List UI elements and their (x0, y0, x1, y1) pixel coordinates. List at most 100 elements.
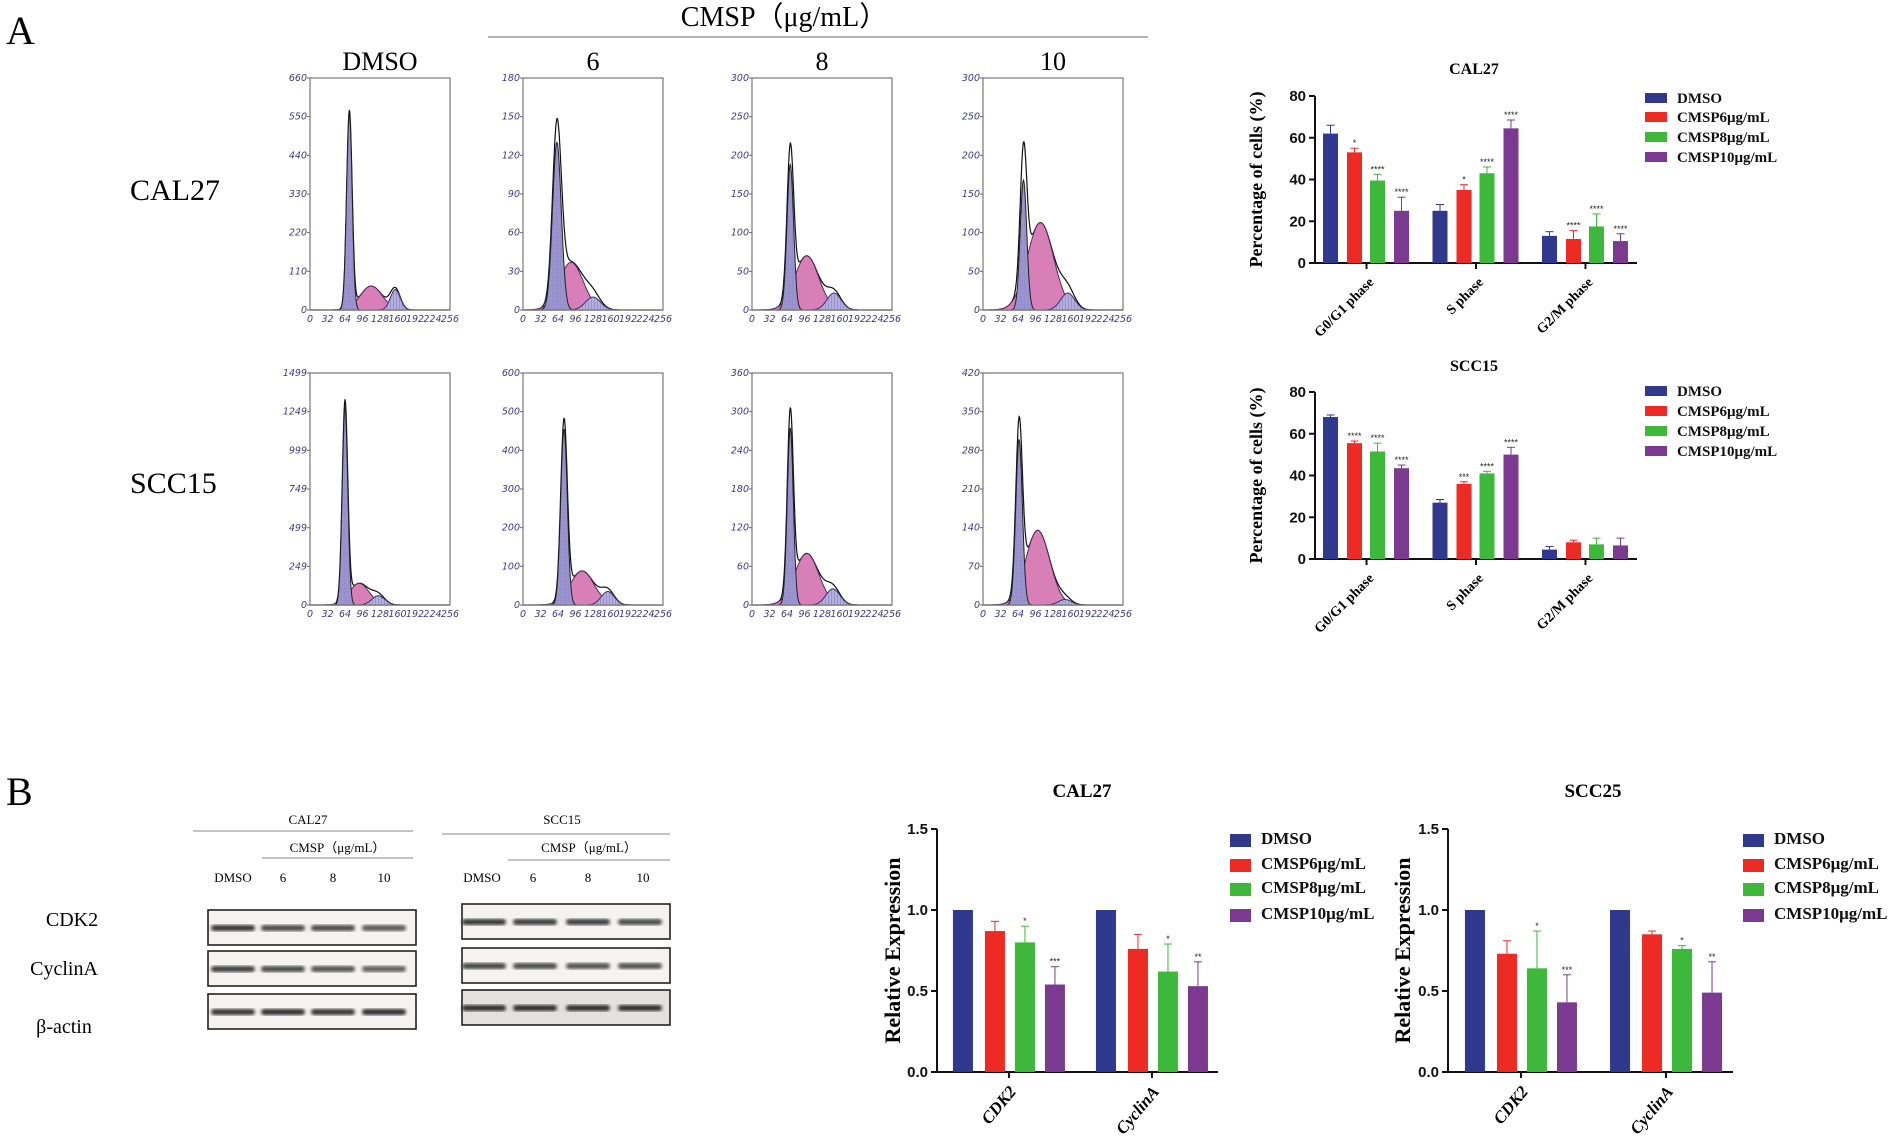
y-tick-label: 499 (289, 523, 307, 534)
x-category-label: S phase (1444, 571, 1487, 614)
histogram-s-phase-area (983, 529, 1123, 606)
histogram-frame (751, 372, 893, 606)
x-category-label: G0/G1 phase (1312, 571, 1377, 636)
legend-swatch (1743, 834, 1764, 847)
y-tick-label: 1.0 (907, 902, 928, 919)
y-tick-label: 40 (1289, 468, 1306, 485)
chart-title: CAL27 (1052, 781, 1112, 802)
x-tick-label: 64 (781, 609, 793, 620)
y-tick-label: 0 (301, 600, 307, 611)
column-label-dmso: DMSO (342, 47, 417, 76)
x-tick-label: 32 (994, 314, 1006, 325)
y-tick-label: 749 (289, 484, 307, 495)
protein-label-beta-actin: β-actin (36, 1016, 92, 1038)
x-tick-label: 128 (813, 314, 831, 325)
histogram-g1-phase-area (310, 113, 450, 311)
histogram-CAL27-10: 0 50 100 150 200 250 300 0 32 64 96 128 160 192 224 256 (962, 73, 1132, 325)
histogram-CAL27-6: 0 30 60 90 120 150 180 0 32 64 96 128 160 192 224 256 (502, 73, 672, 325)
x-tick-label: 224 (636, 609, 654, 620)
bar-CMSP6μg/mL (1456, 483, 1472, 559)
y-tick-label: 1.5 (1418, 821, 1439, 838)
bar-CMSP8μg/mL (1370, 180, 1386, 263)
bar-DMSO (1323, 133, 1339, 263)
histogram-total-curve (523, 417, 663, 606)
bar-DMSO (1432, 502, 1448, 559)
blot-treatment-header: CMSP（μg/mL） (541, 840, 637, 855)
x-tick-label: 0 (307, 314, 313, 325)
y-tick-label: 250 (731, 112, 749, 123)
blot-band (566, 919, 610, 925)
x-tick-label: 96 (1029, 609, 1041, 620)
y-tick-label: 330 (289, 189, 307, 200)
bar-chart-bar-cycle-CAL27: CAL27 Percentage of cells (%) 0 20 40 60 80 G0/… (1246, 61, 1777, 341)
histogram-SCC15-6: 0 100 200 300 400 500 600 0 32 64 96 128 160 192 224 25… (502, 368, 672, 620)
blot-band (362, 966, 406, 972)
x-tick-label: 64 (339, 314, 351, 325)
y-tick-label: 180 (502, 73, 520, 84)
y-tick-label: 300 (962, 73, 980, 84)
blot-band (618, 1005, 662, 1011)
blot-band (261, 925, 305, 931)
bar-CMSP10μg/mL (1394, 468, 1410, 559)
significance-marker: * (1462, 175, 1466, 185)
x-tick-label: 224 (423, 314, 441, 325)
y-tick-label: 100 (731, 228, 749, 239)
legend-swatch (1230, 859, 1251, 872)
y-tick-label: 70 (968, 561, 980, 572)
legend-label: DMSO (1261, 829, 1312, 848)
y-tick-label: 1.0 (1418, 902, 1439, 919)
y-tick-label: 180 (731, 484, 749, 495)
bar-DMSO (1095, 910, 1116, 1072)
histogram-total-curve (310, 399, 450, 606)
y-tick-label: 240 (731, 445, 749, 456)
blot-band (566, 963, 610, 969)
histogram-g1-phase-area (523, 428, 663, 606)
significance-marker: * (1166, 934, 1170, 944)
row-label-scc15: SCC15 (130, 467, 217, 500)
blot-band (311, 966, 355, 972)
y-tick-label: 40 (1289, 172, 1306, 189)
x-tick-label: 32 (321, 314, 333, 325)
x-tick-label: 224 (1096, 314, 1114, 325)
bar-CMSP10μg/mL (1612, 545, 1628, 559)
blot-band (513, 963, 557, 969)
x-category-label: G2/M phase (1534, 571, 1596, 633)
legend-swatch (1743, 859, 1764, 872)
bar-CMSP6μg/mL (984, 931, 1005, 1072)
legend-label: CMSP10μg/mL (1677, 444, 1777, 460)
x-tick-label: 96 (356, 314, 368, 325)
y-tick-label: 0 (743, 600, 749, 611)
bar-CMSP8μg/mL (1479, 173, 1495, 263)
lane-label: 8 (585, 870, 592, 885)
x-tick-label: 256 (883, 609, 901, 620)
legend-swatch (1645, 93, 1667, 103)
blot-cell-line-label: SCC15 (543, 812, 581, 827)
y-tick-label: 200 (962, 150, 980, 161)
legend-swatch (1645, 386, 1667, 396)
y-tick-label: 50 (737, 266, 749, 277)
x-tick-label: 192 (619, 314, 637, 325)
x-tick-label: 0 (749, 314, 755, 325)
legend-swatch (1645, 446, 1667, 456)
y-tick-label: 100 (962, 228, 980, 239)
histogram-CAL27-8: 0 50 100 150 200 250 300 0 32 64 96 128 160 192 224 256 (731, 73, 901, 325)
significance-marker: **** (1395, 455, 1410, 465)
y-tick-label: 0.0 (1418, 1064, 1439, 1081)
x-tick-label: 96 (1029, 314, 1041, 325)
significance-marker: **** (1348, 431, 1363, 441)
y-tick-label: 50 (968, 266, 980, 277)
y-tick-label: 0 (1298, 255, 1306, 272)
x-tick-label: 128 (371, 314, 389, 325)
y-tick-label: 60 (737, 561, 749, 572)
y-tick-label: 300 (731, 73, 749, 84)
bar-CMSP6μg/mL (1496, 953, 1517, 1072)
y-tick-label: 250 (962, 112, 980, 123)
x-tick-label: 160 (1061, 609, 1079, 620)
x-tick-label: 192 (848, 609, 866, 620)
legend-swatch (1645, 132, 1667, 142)
bar-CMSP6μg/mL (1347, 443, 1363, 559)
legend-label: CMSP6μg/mL (1774, 854, 1879, 873)
legend-swatch (1743, 883, 1764, 896)
y-tick-label: 1.5 (907, 821, 928, 838)
blot-band (362, 1009, 406, 1015)
